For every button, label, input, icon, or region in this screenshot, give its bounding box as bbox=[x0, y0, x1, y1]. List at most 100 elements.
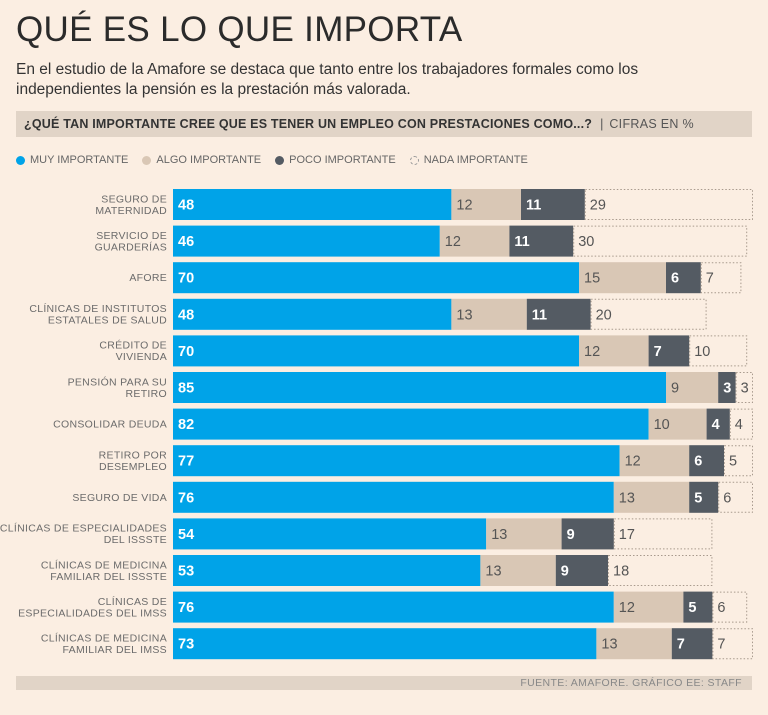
value-label-nada: 17 bbox=[619, 527, 635, 543]
units-label: CIFRAS EN % bbox=[609, 117, 694, 131]
value-label-algo: 13 bbox=[485, 564, 501, 580]
legend-swatch-poco bbox=[275, 155, 285, 165]
value-label-muy: 77 bbox=[178, 454, 194, 470]
legend-label-nada: NADA IMPORTANTE bbox=[423, 154, 528, 166]
value-label-muy: 76 bbox=[178, 490, 194, 506]
bar-segment-algo bbox=[596, 628, 672, 660]
value-label-algo: 13 bbox=[601, 637, 617, 653]
value-label-poco: 5 bbox=[694, 490, 702, 506]
bar-segment-nada bbox=[584, 189, 753, 220]
category-label: SEGURO DE MATERNIDAD bbox=[95, 193, 167, 217]
value-label-nada: 5 bbox=[729, 454, 737, 470]
legend-item-poco: POCO IMPORTANTE bbox=[275, 154, 396, 166]
value-label-algo: 9 bbox=[671, 381, 679, 397]
value-label-poco: 3 bbox=[723, 381, 731, 397]
bar-segment-algo bbox=[439, 225, 510, 257]
bar-segment-algo bbox=[486, 518, 562, 550]
bar-segment-algo bbox=[619, 445, 690, 477]
value-label-muy: 76 bbox=[178, 600, 194, 616]
bar-segment-poco bbox=[683, 591, 713, 623]
bar-segment-muy bbox=[173, 225, 440, 257]
bar-segment-algo bbox=[579, 335, 649, 367]
bar-segment-poco bbox=[555, 555, 608, 586]
value-label-algo: 12 bbox=[625, 454, 641, 470]
bar-segment-algo bbox=[666, 372, 719, 403]
bar-segment-muy bbox=[173, 335, 579, 367]
bar-segment-nada bbox=[573, 225, 748, 257]
bar-segment-muy bbox=[173, 518, 487, 550]
legend-swatch-algo bbox=[142, 155, 152, 165]
category-label: AFORE bbox=[129, 272, 167, 284]
bar-segment-poco bbox=[521, 189, 585, 220]
value-label-nada: 3 bbox=[741, 381, 749, 397]
bar-segment-muy bbox=[173, 298, 452, 330]
chart-title: QUÉ ES LO QUE IMPORTA bbox=[16, 10, 463, 49]
legend-item-algo: ALGO IMPORTANTE bbox=[142, 154, 261, 166]
category-label: CRÉDITO DE VIVIENDA bbox=[99, 339, 167, 364]
value-label-nada: 29 bbox=[590, 198, 606, 214]
bar-segment-nada bbox=[724, 445, 753, 477]
source-text: FUENTE: AMAFORE. GRÁFICO EE: STAFF bbox=[520, 677, 742, 689]
bar-segment-algo bbox=[613, 591, 684, 623]
bar-segment-poco bbox=[526, 298, 591, 330]
bar-segment-nada bbox=[729, 408, 753, 440]
bar-segment-poco bbox=[561, 518, 614, 550]
value-label-poco: 7 bbox=[677, 637, 685, 653]
value-label-poco: 7 bbox=[654, 344, 662, 360]
value-label-muy: 82 bbox=[178, 417, 194, 433]
category-label: SEGURO DE VIDA bbox=[72, 492, 167, 504]
value-label-poco: 11 bbox=[526, 198, 541, 214]
category-label: CLÍNICAS DE ESPECIALIDADES DEL ISSSTE bbox=[0, 522, 167, 547]
bar-row-servicio-de-guarderias: SERVICIO DE GUARDERÍAS 46 12 11 30 bbox=[95, 225, 748, 257]
question-text: ¿QUÉ TAN IMPORTANTE CREE QUE ES TENER UN… bbox=[24, 117, 593, 131]
value-label-poco: 4 bbox=[712, 417, 720, 433]
value-label-poco: 6 bbox=[694, 454, 702, 470]
value-label-muy: 70 bbox=[178, 344, 194, 360]
bar-segment-nada bbox=[689, 335, 748, 367]
chart-subtitle: En el estudio de la Amafore se destaca q… bbox=[16, 61, 639, 98]
bar-row-seguro-de-vida: SEGURO DE VIDA 76 13 5 6 bbox=[72, 481, 754, 513]
bar-segment-muy bbox=[173, 481, 614, 513]
source-footer: FUENTE: AMAFORE. GRÁFICO EE: STAFF bbox=[16, 676, 752, 690]
value-label-poco: 5 bbox=[688, 600, 696, 616]
value-label-nada: 10 bbox=[694, 344, 710, 360]
bar-segment-muy bbox=[173, 372, 666, 403]
bar-segment-algo bbox=[579, 262, 666, 294]
bar-segment-algo bbox=[451, 189, 521, 220]
value-label-poco: 11 bbox=[514, 234, 529, 250]
bar-segment-algo bbox=[480, 555, 556, 586]
value-label-algo: 12 bbox=[584, 344, 600, 360]
value-label-algo: 13 bbox=[456, 307, 472, 323]
bar-segment-algo bbox=[451, 298, 527, 330]
value-label-nada: 7 bbox=[706, 271, 714, 287]
value-label-algo: 12 bbox=[456, 198, 472, 214]
category-label: CLÍNICAS DE MEDICINA FAMILIAR DEL IMSS bbox=[41, 632, 167, 657]
value-label-algo: 10 bbox=[654, 417, 670, 433]
value-label-muy: 70 bbox=[178, 271, 194, 287]
legend-item-muy: MUY IMPORTANTE bbox=[16, 154, 128, 166]
bar-row-clinicas-de-especialidades-del-issste: CLÍNICAS DE ESPECIALIDADES DEL ISSSTE 54 13… bbox=[0, 518, 713, 550]
question-banner: ¿QUÉ TAN IMPORTANTE CREE QUE ES TENER UN… bbox=[16, 111, 752, 137]
category-label: CLÍNICAS DE INSTITUTOS ESTATALES DE SALUD bbox=[29, 302, 167, 327]
category-label: PENSIÓN PARA SU RETIRO bbox=[68, 375, 167, 400]
bar-segment-muy bbox=[173, 189, 452, 220]
value-label-algo: 15 bbox=[584, 271, 600, 287]
value-label-poco: 11 bbox=[532, 307, 547, 323]
category-label: CLÍNICAS DE ESPECIALIDADES DEL IMSS bbox=[18, 595, 167, 620]
value-label-poco: 9 bbox=[567, 527, 575, 543]
legend-swatch-muy bbox=[16, 155, 25, 165]
legend-label-muy: MUY IMPORTANTE bbox=[30, 154, 129, 166]
bar-row-clinicas-de-medicina-familiar-del-imss: CLÍNICAS DE MEDICINA FAMILIAR DEL IMSS 73 1… bbox=[41, 628, 754, 660]
value-label-algo: 12 bbox=[619, 600, 635, 616]
bar-row-clinicas-de-medicina-familiar-del-issste: CLÍNICAS DE MEDICINA FAMILIAR DEL ISSSTE 5… bbox=[41, 555, 713, 586]
bar-row-clinicas-de-institutos-estatales-de-salud: CLÍNICAS DE INSTITUTOS ESTATALES DE SALUD… bbox=[29, 298, 707, 330]
category-label: CONSOLIDAR DEUDA bbox=[53, 419, 167, 431]
value-label-nada: 20 bbox=[596, 307, 612, 323]
bar-segment-nada bbox=[590, 298, 707, 330]
bar-segment-poco bbox=[718, 372, 736, 403]
bar-segment-nada bbox=[735, 372, 753, 403]
bar-row-credito-de-vivienda: CRÉDITO DE VIVIENDA 70 12 7 10 bbox=[99, 335, 748, 367]
value-label-algo: 13 bbox=[491, 527, 507, 543]
legend-swatch-nada bbox=[409, 155, 419, 165]
